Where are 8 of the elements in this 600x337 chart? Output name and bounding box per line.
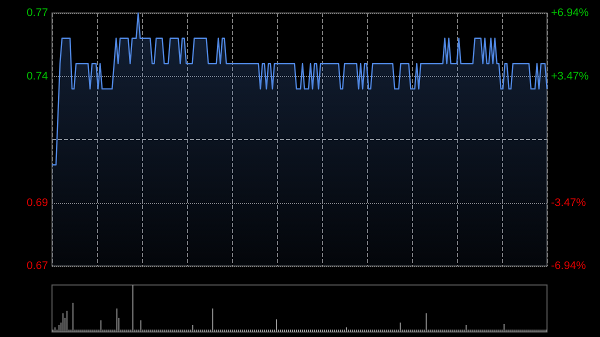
y-tick-label: 0.69 xyxy=(26,196,48,209)
y2-tick-label: +3.47% xyxy=(551,70,589,82)
y-tick-label: 0.67 xyxy=(26,260,48,272)
y2-tick-label: -6.94% xyxy=(551,260,586,272)
y2-tick-label: -3.47% xyxy=(551,196,586,209)
y-tick-label: 0.74 xyxy=(26,70,48,82)
y-tick-label: 0.77 xyxy=(26,7,48,19)
y2-tick-label: +6.94% xyxy=(551,7,589,19)
